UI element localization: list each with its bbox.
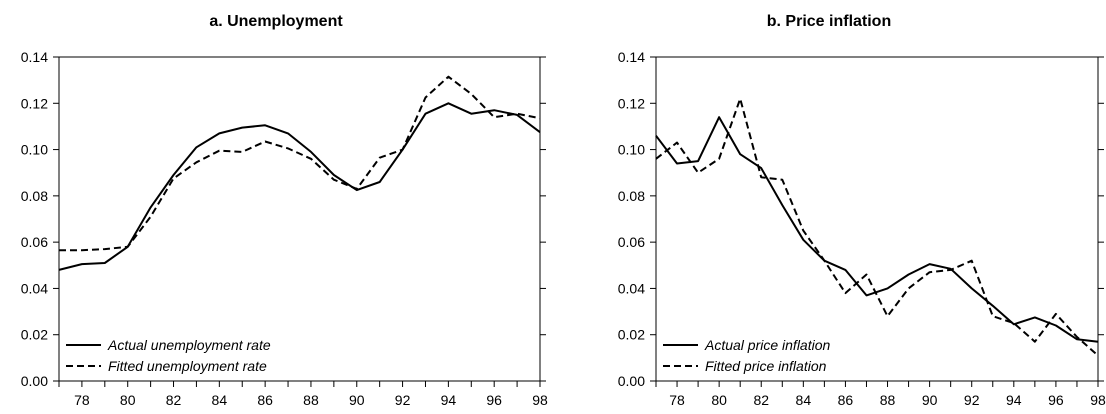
y-tick-label: 0.02 [21,327,48,343]
x-tick-label: 86 [257,392,273,408]
price-inflation-chart-svg: b. Price inflation 0.00 0.02 0.04 0.06 0.08 0.… [618,13,1106,408]
chart-panel-price-inflation: b. Price inflation 0.00 0.02 0.04 0.06 0.08 0.… [553,0,1106,414]
x-tick-label: 98 [532,392,548,408]
legend-label: Actual price inflation [704,337,831,353]
y-tick-label: 0.06 [618,234,645,250]
x-tick-label: 92 [395,392,411,408]
x-tick-label: 80 [711,392,727,408]
y-tick-label: 0.10 [618,142,645,158]
x-tick-label: 92 [964,392,980,408]
y-tick-label: 0.04 [618,280,645,296]
plot-frame [58,56,541,382]
chart-panel-unemployment: a. Unemployment 0.00 0.02 0.04 0.06 0.08 0.10 0… [21,13,548,408]
x-tick-label: 82 [753,392,769,408]
x-tick-label: 96 [1048,392,1064,408]
y-tick-label: 0.14 [618,49,645,65]
y-tick-label: 0.06 [21,234,48,250]
y-tick-label: 0.04 [21,280,48,296]
y-tick-label: 0.12 [21,95,48,111]
x-tick-label: 94 [1006,392,1022,408]
series-line-actual [655,116,1099,343]
series-line-fitted [655,97,1099,357]
y-tick-label: 0.12 [618,95,645,111]
y-tick-label: 0.02 [618,327,645,343]
chart-title: b. Price inflation [767,13,891,30]
x-tick-label: 96 [486,392,502,408]
legend-label: Fitted price inflation [705,358,827,374]
x-tick-label: 88 [303,392,319,408]
x-tick-label: 90 [922,392,938,408]
x-tick-label: 78 [669,392,685,408]
x-tick-label: 94 [441,392,457,408]
y-tick-label: 0.10 [21,142,48,158]
series-line-actual [58,102,541,271]
legend-label: Fitted unemployment rate [108,358,267,374]
series-line-fitted [59,75,541,252]
chart-title: a. Unemployment [209,13,343,30]
x-tick-label: 88 [880,392,896,408]
x-tick-label: 84 [212,392,228,408]
y-tick-label: 0.08 [618,188,645,204]
y-tick-label: 0.14 [21,49,48,65]
x-tick-label: 82 [166,392,182,408]
x-tick-label: 78 [74,392,90,408]
x-tick-label: 84 [796,392,812,408]
y-tick-label: 0.00 [21,373,48,389]
unemployment-chart-svg: a. Unemployment 0.00 0.02 0.04 0.06 0.08 0.10 0… [21,13,548,408]
y-tick-label: 0.08 [21,188,48,204]
y-tick-label: 0.00 [618,373,645,389]
plot-frame [655,56,1099,382]
x-tick-label: 90 [349,392,365,408]
x-tick-label: 98 [1090,392,1106,408]
x-tick-label: 80 [120,392,136,408]
legend-label: Actual unemployment rate [107,337,271,353]
x-tick-label: 86 [838,392,854,408]
